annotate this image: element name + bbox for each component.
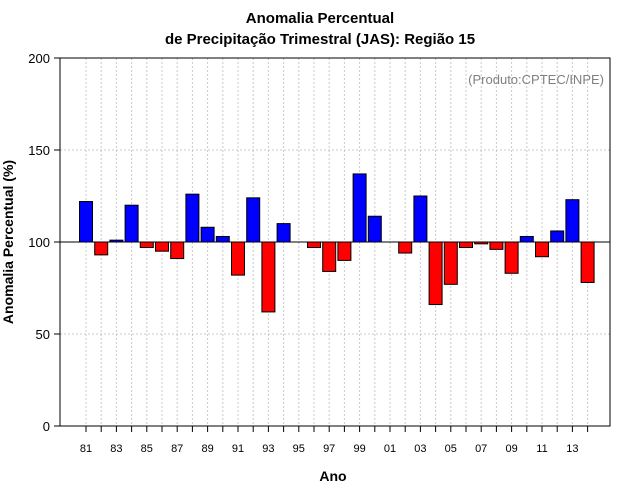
- x-tick-label: 93: [262, 443, 274, 455]
- x-tick-label: 87: [171, 443, 183, 455]
- x-tick-label: 97: [323, 443, 335, 455]
- bar-14: [580, 241, 595, 283]
- bar-06: [459, 241, 473, 249]
- x-tick-label: 11: [536, 443, 547, 455]
- bar-02: [398, 241, 413, 254]
- bar-11: [535, 241, 549, 258]
- x-tick-label: 09: [505, 443, 517, 455]
- bar-92: [246, 197, 261, 243]
- y-axis-label: Anomalia Percentual (%): [0, 160, 16, 324]
- y-tick-label: 200: [28, 51, 50, 66]
- bar-88: [185, 193, 200, 243]
- bar-89: [200, 226, 215, 243]
- bar-82: [94, 241, 109, 256]
- bar-84: [124, 204, 139, 243]
- y-tick-label: 100: [28, 235, 50, 250]
- bar-97: [322, 241, 337, 272]
- x-tick-label: 07: [475, 443, 487, 455]
- bar-10: [519, 235, 534, 243]
- bar-12: [550, 230, 565, 243]
- bar-81: [79, 201, 93, 243]
- bar-91: [231, 241, 245, 276]
- credit-text: (Produto:CPTEC/INPE): [468, 72, 604, 87]
- chart-title: Anomalia Percentual: [245, 10, 395, 27]
- y-tick-label: 0: [43, 419, 50, 434]
- bar-87: [170, 241, 185, 260]
- bar-96: [307, 241, 321, 249]
- x-tick-label: 91: [232, 443, 244, 455]
- bars: [79, 173, 595, 313]
- bar-98: [337, 241, 352, 261]
- y-axis: 0 50 100 150 200: [28, 51, 60, 434]
- bar-09: [504, 241, 519, 274]
- x-axis-label: Ano: [319, 468, 346, 484]
- x-tick-label: 01: [384, 443, 396, 455]
- bar-00: [367, 215, 382, 243]
- x-tick-label: 95: [293, 443, 305, 455]
- bar-99: [352, 173, 367, 243]
- x-axis: 81 83 85 87 89 91 93 95 97 99 01 03 05 07 09 11 13: [80, 426, 589, 455]
- x-tick-label: 85: [141, 443, 153, 455]
- x-tick-label: 81: [80, 443, 92, 455]
- x-tick-label: 03: [414, 443, 426, 455]
- x-tick-label: 83: [110, 443, 122, 455]
- x-tick-label: 99: [353, 443, 365, 455]
- bar-86: [155, 241, 169, 252]
- bar-93: [261, 241, 276, 313]
- x-tick-label: 05: [445, 443, 457, 455]
- bar-08: [489, 241, 504, 250]
- bar-85: [139, 241, 154, 249]
- bar-90: [215, 235, 230, 243]
- x-tick-label: 13: [566, 443, 578, 455]
- bar-04: [428, 241, 443, 306]
- chart-subtitle: de Precipitação Trimestral (JAS): Região…: [164, 31, 476, 48]
- y-tick-label: 50: [36, 327, 50, 342]
- bar-03: [413, 195, 428, 243]
- y-tick-label: 150: [28, 143, 50, 158]
- bar-94: [276, 223, 291, 243]
- x-tick-label: 89: [201, 443, 213, 455]
- bar-05: [443, 241, 458, 285]
- bar-13: [565, 199, 580, 243]
